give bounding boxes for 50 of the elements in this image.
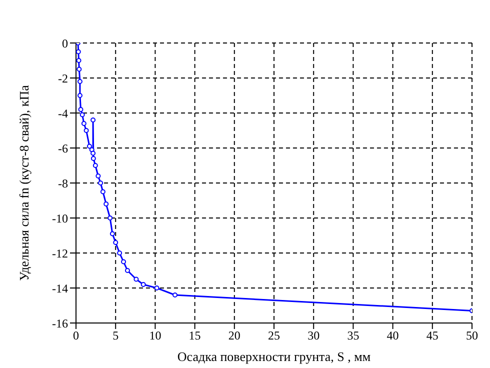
x-tick-label: 5 — [112, 328, 119, 343]
point — [96, 174, 101, 178]
point — [154, 286, 160, 290]
x-tick-label: 40 — [386, 328, 399, 343]
y-tick-label: -2 — [58, 71, 68, 86]
point — [77, 93, 82, 98]
y-tick-label: 0 — [62, 36, 68, 50]
x-tick-label: 20 — [228, 328, 240, 343]
x-tick-label: 25 — [268, 328, 280, 343]
point — [90, 156, 96, 161]
point — [76, 58, 82, 63]
point — [140, 282, 146, 287]
point — [80, 112, 85, 118]
point — [84, 128, 89, 133]
y-tick-label: -12 — [52, 246, 68, 260]
x-tick-label: 30 — [308, 328, 320, 343]
point — [98, 180, 104, 186]
x-tick-label: 50 — [466, 328, 478, 343]
point — [121, 259, 126, 264]
y-tick-label: -4 — [58, 106, 68, 120]
x-tick-label: 15 — [188, 328, 201, 343]
y-tick-label: -8 — [58, 176, 68, 190]
point — [110, 231, 115, 236]
x-tick-label: 35 — [347, 328, 360, 343]
point — [90, 150, 96, 156]
point — [124, 268, 130, 273]
point — [77, 79, 82, 84]
point — [92, 163, 98, 168]
y-tick-label: -6 — [58, 141, 68, 156]
x-axis-title: Осадка поверхности грунта, S , мм — [177, 349, 371, 364]
point — [134, 276, 139, 282]
y-axis-title: Удельная сила fn (куст-8 свай), кПа — [16, 84, 32, 281]
point — [90, 118, 96, 122]
y-tick-label: -16 — [52, 316, 68, 330]
y-tick-label: -14 — [52, 281, 68, 296]
point — [108, 216, 113, 220]
point — [78, 107, 84, 112]
point — [113, 240, 118, 245]
point — [100, 189, 106, 194]
point — [86, 144, 92, 149]
point — [76, 66, 82, 72]
point — [104, 202, 109, 206]
y-tick-label: -10 — [52, 211, 68, 226]
point — [81, 121, 86, 126]
point — [117, 250, 122, 256]
x-tick-label: 0 — [73, 328, 79, 343]
x-tick-label: 45 — [426, 328, 438, 343]
point — [172, 292, 178, 298]
x-tick-label: 10 — [149, 328, 162, 343]
point — [76, 49, 81, 54]
